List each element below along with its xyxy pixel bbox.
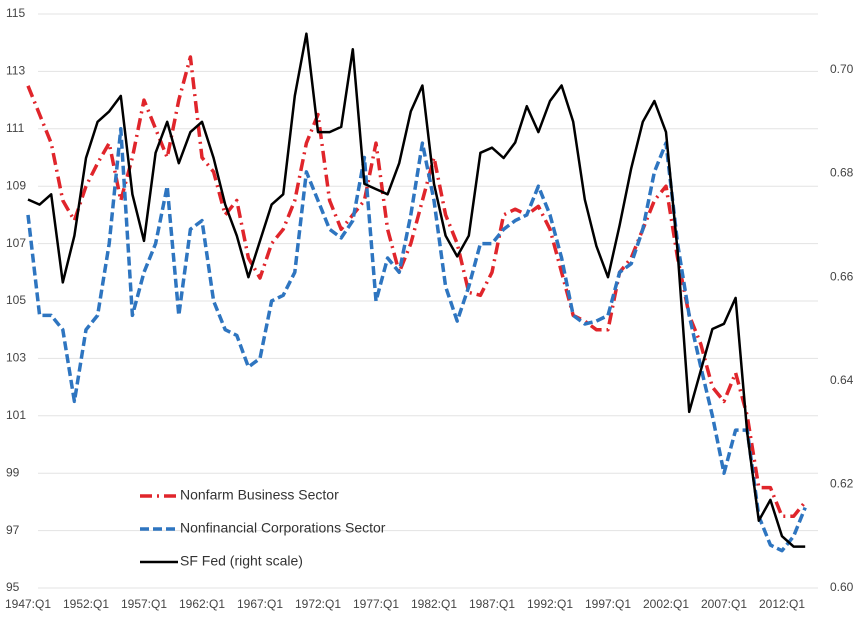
- y-tick-label: 113: [6, 64, 25, 78]
- y-tick-label: 101: [6, 408, 26, 422]
- x-tick-label: 2002:Q1: [643, 597, 689, 611]
- y2-tick-label: 0.68: [830, 166, 854, 180]
- y2-tick-label: 0.66: [830, 269, 854, 283]
- y-tick-label: 95: [6, 580, 20, 594]
- y-tick-label: 107: [6, 236, 26, 250]
- series-line: [26, 127, 807, 553]
- y-tick-label: 111: [6, 121, 25, 135]
- y2-tick-label: 0.70: [830, 62, 854, 76]
- x-tick-label: 1947:Q1: [5, 597, 51, 611]
- y2-tick-label: 0.60: [830, 580, 854, 594]
- y-tick-label: 103: [6, 351, 26, 365]
- x-tick-label: 1957:Q1: [121, 597, 167, 611]
- x-tick-label: 1962:Q1: [179, 597, 225, 611]
- x-tick-label: 1982:Q1: [411, 597, 457, 611]
- x-tick-label: 1972:Q1: [295, 597, 341, 611]
- y2-tick-label: 0.62: [830, 477, 854, 491]
- x-tick-label: 1987:Q1: [469, 597, 515, 611]
- legend-label: Nonfinancial Corporations Sector: [180, 520, 386, 536]
- y-tick-label: 109: [6, 178, 26, 192]
- y-tick-label: 115: [6, 6, 25, 20]
- series-line: [27, 32, 806, 548]
- x-tick-label: 1952:Q1: [63, 597, 109, 611]
- y2-tick-label: 0.64: [830, 373, 854, 387]
- x-tick-label: 1997:Q1: [585, 597, 631, 611]
- x-tick-label: 1977:Q1: [353, 597, 399, 611]
- y-tick-label: 99: [6, 465, 20, 479]
- legend-label: Nonfarm Business Sector: [180, 487, 339, 503]
- x-tick-label: 2007:Q1: [701, 597, 747, 611]
- y-tick-label: 97: [6, 523, 20, 537]
- x-tick-label: 2012:Q1: [759, 597, 805, 611]
- y-tick-label: 105: [6, 293, 26, 307]
- x-tick-label: 1992:Q1: [527, 597, 573, 611]
- series-line: [26, 55, 807, 519]
- legend-label: SF Fed (right scale): [180, 553, 303, 569]
- x-tick-label: 1967:Q1: [237, 597, 283, 611]
